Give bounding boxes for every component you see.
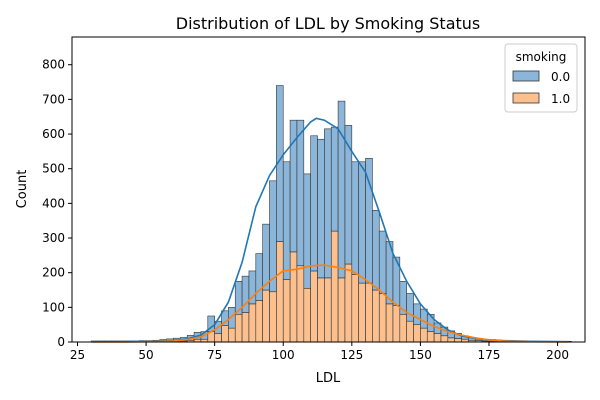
bar-smoking-0.0-ldl-80 [228,307,236,329]
kde-line-smoking-1.0 [91,264,569,343]
bar-smoking-1.0-ldl-75 [214,333,222,343]
x-tick-label-150: 150 [409,348,432,362]
y-tick-label-600: 600 [42,127,65,141]
legend-swatch-0.0 [512,70,540,82]
bar-smoking-0.0-ldl-117.5 [330,126,339,232]
bar-smoking-1.0-ldl-80 [228,327,236,343]
x-tick-label-75: 75 [207,348,222,362]
x-axis-label: LDL [316,371,341,386]
bar-smoking-1.0-ldl-122.5 [344,263,353,343]
bar-smoking-0.0-ldl-125 [351,161,359,275]
bar-smoking-1.0-ldl-142.5 [399,313,407,343]
bar-smoking-1.0-ldl-87.5 [248,303,257,343]
bar-smoking-1.0-ldl-77.5 [221,325,229,343]
bar-smoking-1.0-ldl-135 [378,293,387,343]
bar-smoking-1.0-ldl-137.5 [385,303,394,343]
bar-smoking-1.0-ldl-145 [406,320,414,343]
x-tick-label-125: 125 [340,348,363,362]
bar-smoking-1.0-ldl-95 [269,291,277,343]
bar-smoking-0.0-ldl-105 [296,119,305,267]
bar-smoking-1.0-ldl-82.5 [234,313,243,343]
bar-smoking-1.0-ldl-127.5 [358,282,366,343]
bar-smoking-0.0-ldl-107.5 [303,173,311,289]
bar-smoking-0.0-ldl-112.5 [317,138,325,279]
bar-smoking-0.0-ldl-132.5 [372,209,380,291]
x-tick-label-175: 175 [478,348,501,362]
bar-smoking-1.0-ldl-110 [310,270,318,343]
bar-smoking-0.0-ldl-92.5 [262,223,270,291]
bar-smoking-1.0-ldl-112.5 [317,277,325,343]
bar-smoking-1.0-ldl-85 [241,312,250,343]
y-tick-label-500: 500 [42,162,65,176]
bar-smoking-1.0-ldl-152.5 [426,331,435,343]
legend-title: smoking [516,50,567,64]
bar-smoking-1.0-ldl-162.5 [454,338,462,343]
bar-smoking-0.0-ldl-95 [269,180,277,293]
y-tick-label-400: 400 [42,196,65,210]
bar-smoking-0.0-ldl-150 [420,308,428,329]
x-tick-label-25: 25 [70,348,85,362]
y-tick-label-300: 300 [42,231,65,245]
bar-smoking-1.0-ldl-132.5 [372,289,380,343]
bar-smoking-1.0-ldl-155 [433,333,442,343]
y-axis-label: Count [15,170,30,209]
axes: 25 50 75 100 125 150 175 200 0 100 200 300 400 500 600… [42,58,569,362]
legend-label-0.0: 0.0 [551,70,570,84]
bar-smoking-1.0-ldl-160 [447,337,455,343]
bar-smoking-1.0-ldl-100 [282,279,291,343]
bar-smoking-1.0-ldl-92.5 [262,289,270,343]
bar-smoking-1.0-ldl-105 [296,265,305,343]
legend-label-1.0: 1.0 [551,92,570,106]
bar-smoking-1.0-ldl-150 [420,327,428,343]
bar-smoking-0.0-ldl-115 [324,128,332,279]
y-tick-label-800: 800 [42,58,65,72]
bar-smoking-0.0-ldl-147.5 [413,303,421,325]
plot-area [90,85,572,343]
bar-smoking-1.0-ldl-90 [255,300,263,343]
legend-swatch-1.0 [512,92,540,104]
bar-smoking-1.0-ldl-117.5 [330,230,339,343]
bar-smoking-0.0-ldl-120 [337,100,346,279]
bar-smoking-1.0-ldl-130 [365,282,373,343]
legend: smoking 0.0 1.0 [504,43,578,113]
y-tick-label-0: 0 [57,335,65,349]
bar-smoking-1.0-ldl-147.5 [413,324,421,343]
bar-smoking-1.0-ldl-107.5 [303,287,311,343]
y-tick-label-700: 700 [42,92,65,106]
y-tick-label-100: 100 [42,300,65,314]
bar-smoking-0.0-ldl-127.5 [358,161,366,284]
bar-smoking-1.0-ldl-102.5 [289,251,298,343]
x-tick-label-200: 200 [546,348,569,362]
bar-smoking-0.0-ldl-110 [310,135,318,272]
bar-smoking-1.0-ldl-97.5 [276,241,284,343]
bar-smoking-1.0-ldl-140 [392,305,401,343]
chart-title: Distribution of LDL by Smoking Status [176,14,481,33]
x-tick-label-100: 100 [272,348,295,362]
bar-smoking-0.0-ldl-135 [378,230,387,294]
x-tick-label-50: 50 [138,348,153,362]
y-tick-label-200: 200 [42,266,65,280]
bar-smoking-1.0-ldl-120 [337,277,346,343]
bar-smoking-1.0-ldl-157.5 [440,335,449,343]
bar-smoking-0.0-ldl-100 [282,161,291,280]
bar-smoking-0.0-ldl-145 [406,293,414,322]
bar-smoking-1.0-ldl-115 [324,277,332,343]
bar-smoking-1.0-ldl-125 [351,274,359,343]
axes-frame [71,36,586,343]
